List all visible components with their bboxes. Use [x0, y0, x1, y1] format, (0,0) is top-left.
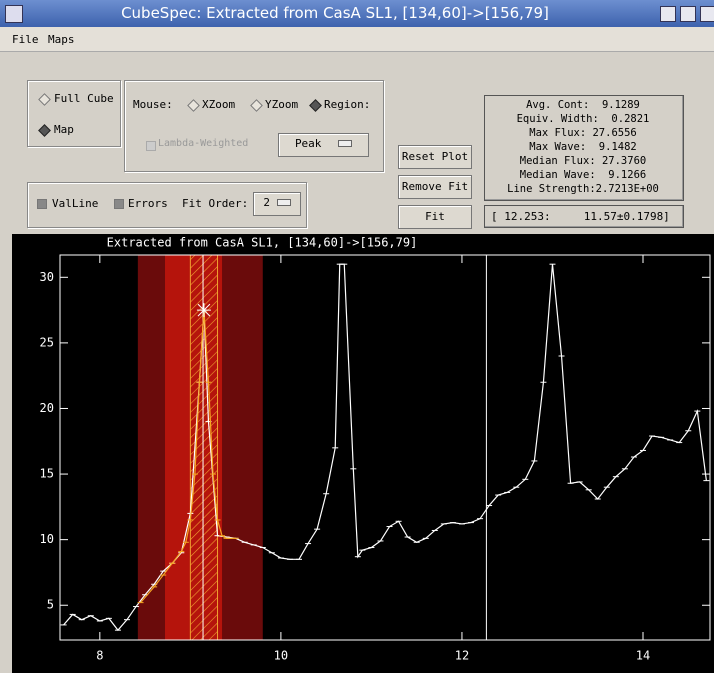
- y-tick-label: 15: [40, 467, 54, 481]
- title-bar: CubeSpec: Extracted from CasA SL1, [134,…: [0, 0, 714, 27]
- readout-panel: [ 12.253: 11.57±0.1798]: [484, 205, 684, 228]
- stat-line: Median Wave: 9.1266: [519, 169, 647, 181]
- y-tick-label: 20: [40, 401, 54, 415]
- radio-label: Map: [54, 123, 74, 136]
- options-group: [27, 182, 307, 228]
- chart-title: Extracted from CasA SL1, [134,60]->[156,…: [107, 236, 418, 250]
- checkbox[interactable]: [37, 199, 47, 209]
- window-menu-button[interactable]: [5, 5, 23, 23]
- checkbox-label: Lambda-Weighted: [158, 138, 249, 149]
- region-dropdown[interactable]: Peak: [278, 133, 369, 157]
- stat-line: Line Strength:2.7213E+00: [507, 183, 659, 195]
- radio-label: XZoom: [202, 98, 236, 111]
- y-tick-label: 30: [40, 270, 54, 284]
- mode-group: [27, 80, 121, 147]
- button[interactable]: Fit: [398, 205, 472, 229]
- menu-item[interactable]: Maps: [48, 33, 75, 46]
- x-tick-label: 12: [455, 649, 469, 663]
- maximize-button[interactable]: [680, 6, 696, 22]
- chart: Extracted from CasA SL1, [134,60]->[156,…: [40, 236, 711, 663]
- y-tick-label: 5: [47, 598, 54, 612]
- window-title: CubeSpec: Extracted from CasA SL1, [134,…: [121, 4, 549, 22]
- stat-line: Equiv. Width: 0.2821: [516, 113, 650, 125]
- fit-order-label: Fit Order:: [182, 197, 249, 210]
- radio-label: YZoom: [265, 98, 299, 111]
- stat-line: Max Flux: 27.6556: [529, 127, 637, 139]
- menu-item[interactable]: File: [12, 33, 39, 46]
- series-line: [140, 310, 236, 604]
- fit-order-dropdown[interactable]: 2: [253, 192, 301, 216]
- close-button[interactable]: [700, 6, 714, 22]
- stat-line: Median Flux: 27.3760: [519, 155, 647, 167]
- minimize-button[interactable]: [660, 6, 676, 22]
- stats-panel: Avg. Cont: 9.1289 Equiv. Width: 0.2821 Max…: [484, 95, 684, 201]
- stat-line: Avg. Cont: 9.1289: [526, 99, 640, 111]
- radio-label: Full Cube: [54, 92, 114, 105]
- x-tick-label: 10: [274, 649, 288, 663]
- checkbox-label: ValLine: [52, 197, 99, 210]
- mouse-label: Mouse:: [133, 98, 173, 111]
- x-tick-label: 8: [96, 649, 103, 663]
- dropdown-value: 2: [263, 196, 270, 209]
- plot-area: [60, 255, 710, 640]
- checkbox[interactable]: [114, 199, 124, 209]
- plot-background: [12, 234, 714, 673]
- peak-marker: [196, 303, 211, 318]
- mouse-group: [124, 80, 384, 172]
- cursor-readout: [ 12.253: 11.57±0.1798]: [491, 210, 670, 223]
- checkbox-label: Errors: [128, 197, 168, 210]
- y-tick-label: 25: [40, 335, 54, 349]
- dropdown-value: Peak: [294, 137, 322, 150]
- x-tick-label: 14: [636, 649, 650, 663]
- stat-line: Max Wave: 9.1482: [529, 141, 637, 153]
- y-tick-label: 10: [40, 532, 54, 546]
- axes-frame: [59, 254, 711, 641]
- menu-bar: File Maps: [0, 27, 714, 52]
- checkbox: [146, 141, 156, 151]
- button[interactable]: Remove Fit: [398, 175, 472, 199]
- button[interactable]: Reset Plot: [398, 145, 472, 169]
- radio-label: Region:: [324, 98, 371, 111]
